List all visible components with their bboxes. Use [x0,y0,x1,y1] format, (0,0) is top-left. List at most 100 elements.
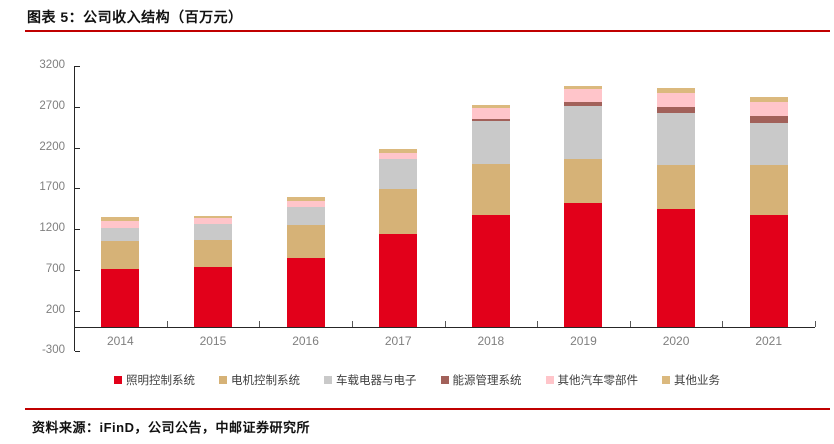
chart-legend: 照明控制系统 电机控制系统 车载电器与电子 能源管理系统 其他汽车零部件 其他业务 [0,372,834,388]
bar-segment-照明控制系统-2021 [749,214,788,327]
y-axis-tick-label: 200 [45,303,65,316]
legend-swatch-icon [114,376,122,384]
y-axis-tick [75,310,80,312]
x-axis-line [74,327,815,328]
bar-segment-电机控制系统-2019 [564,158,603,203]
x-axis-category-label: 2021 [755,334,783,348]
source-divider-rule [25,408,830,410]
y-axis-tick [75,229,80,231]
y-axis-tick [75,188,80,190]
bar-segment-电机控制系统-2014 [101,240,140,270]
bar-segment-电机控制系统-2021 [749,164,788,215]
bar-segment-车载电器与电子-2018 [471,120,510,164]
y-axis-tick-label: 3200 [39,59,65,71]
y-axis-tick-label: 1700 [39,181,65,194]
bar-segment-电机控制系统-2017 [379,189,418,235]
bar-segment-车载电器与电子-2021 [749,122,788,165]
bar-segment-其他业务-2018 [471,104,510,109]
y-axis-line [74,66,75,352]
legend-label: 其他业务 [674,375,720,387]
bar-segment-照明控制系统-2020 [657,209,696,327]
x-axis-category-label: 2014 [106,334,134,348]
bar-segment-其他业务-2019 [564,86,603,90]
legend-swatch-icon [662,376,670,384]
bar-segment-照明控制系统-2019 [564,202,603,327]
legend-item-照明控制系统: 照明控制系统 [114,372,195,388]
y-axis-tick [75,106,80,108]
legend-label: 照明控制系统 [126,375,195,387]
legend-item-电机控制系统: 电机控制系统 [219,372,300,388]
bar-segment-车载电器与电子-2020 [657,112,696,165]
x-axis-category-label: 2019 [570,334,597,348]
y-axis-tick [75,66,80,67]
bar-segment-电机控制系统-2015 [193,239,232,267]
bar-segment-其他汽车零部件-2020 [657,92,696,107]
bar-segment-能源管理系统-2018 [471,118,510,121]
x-axis-category-label: 2017 [384,334,412,348]
x-axis-tick [259,321,261,327]
x-axis-tick [629,321,631,327]
x-axis-tick [722,321,724,327]
y-axis-tick-label: 2700 [39,99,65,112]
legend-item-车载电器与电子: 车载电器与电子 [324,372,417,388]
legend-swatch-icon [324,376,332,384]
bar-segment-能源管理系统-2019 [564,102,603,106]
bar-segment-照明控制系统-2014 [101,269,140,327]
bar-segment-能源管理系统-2020 [657,106,696,113]
bar-segment-车载电器与电子-2015 [193,223,232,240]
bar-segment-其他汽车零部件-2018 [471,108,510,119]
y-axis-tick-label: -300 [41,344,65,357]
bar-segment-车载电器与电子-2016 [286,206,325,225]
bar-segment-其他业务-2020 [657,88,696,93]
bar-segment-车载电器与电子-2014 [101,228,140,241]
bar-segment-其他业务-2021 [749,96,788,102]
bar-segment-其他业务-2015 [193,215,232,219]
x-axis-tick [815,321,816,327]
bar-segment-车载电器与电子-2019 [564,105,603,159]
bar-segment-其他业务-2016 [286,196,325,201]
x-axis-category-label: 2018 [477,334,505,348]
x-axis-tick [351,321,353,327]
x-axis-tick [166,321,168,327]
bar-segment-电机控制系统-2018 [471,163,510,215]
x-axis-tick [444,321,446,327]
legend-swatch-icon [545,376,554,384]
bar-segment-能源管理系统-2021 [749,116,788,123]
bar-segment-照明控制系统-2018 [471,214,510,327]
legend-label: 电机控制系统 [231,375,300,387]
bar-segment-其他汽车零部件-2017 [379,153,418,159]
bar-segment-照明控制系统-2017 [379,234,418,327]
y-axis-tick-label: 2200 [39,140,65,153]
bar-segment-其他汽车零部件-2016 [286,200,325,207]
x-axis-category-label: 2016 [292,334,319,348]
legend-label: 其他汽车零部件 [557,375,639,387]
figure-title: 图表 5：公司收入结构（百万元） [27,9,243,25]
bar-segment-其他汽车零部件-2015 [193,218,232,224]
bar-segment-车载电器与电子-2017 [379,158,418,190]
x-axis-category-label: 2015 [199,334,227,348]
y-axis-tick [75,147,80,149]
legend-label: 车载电器与电子 [336,375,417,387]
bar-segment-电机控制系统-2020 [657,164,696,210]
bar-segment-其他汽车零部件-2021 [749,101,788,117]
bar-segment-照明控制系统-2015 [193,266,232,327]
bar-segment-电机控制系统-2016 [286,224,325,258]
legend-label: 能源管理系统 [452,375,522,387]
legend-swatch-icon [219,376,227,384]
bar-segment-照明控制系统-2016 [286,257,325,327]
y-axis-tick-label: 1200 [39,222,65,235]
title-divider-rule [25,30,830,32]
y-axis-tick-label: 700 [45,262,65,275]
legend-item-其他业务: 其他业务 [662,372,720,388]
y-axis-tick [75,351,80,353]
bar-segment-其他汽车零部件-2014 [101,220,140,229]
bar-segment-其他汽车零部件-2019 [564,89,603,103]
x-axis-category-label: 2020 [662,334,690,348]
legend-item-能源管理系统: 能源管理系统 [440,372,522,388]
x-axis-tick [537,321,539,327]
legend-swatch-icon [440,376,449,384]
bar-segment-其他业务-2014 [101,217,140,221]
legend-item-其他汽车零部件: 其他汽车零部件 [545,372,639,388]
